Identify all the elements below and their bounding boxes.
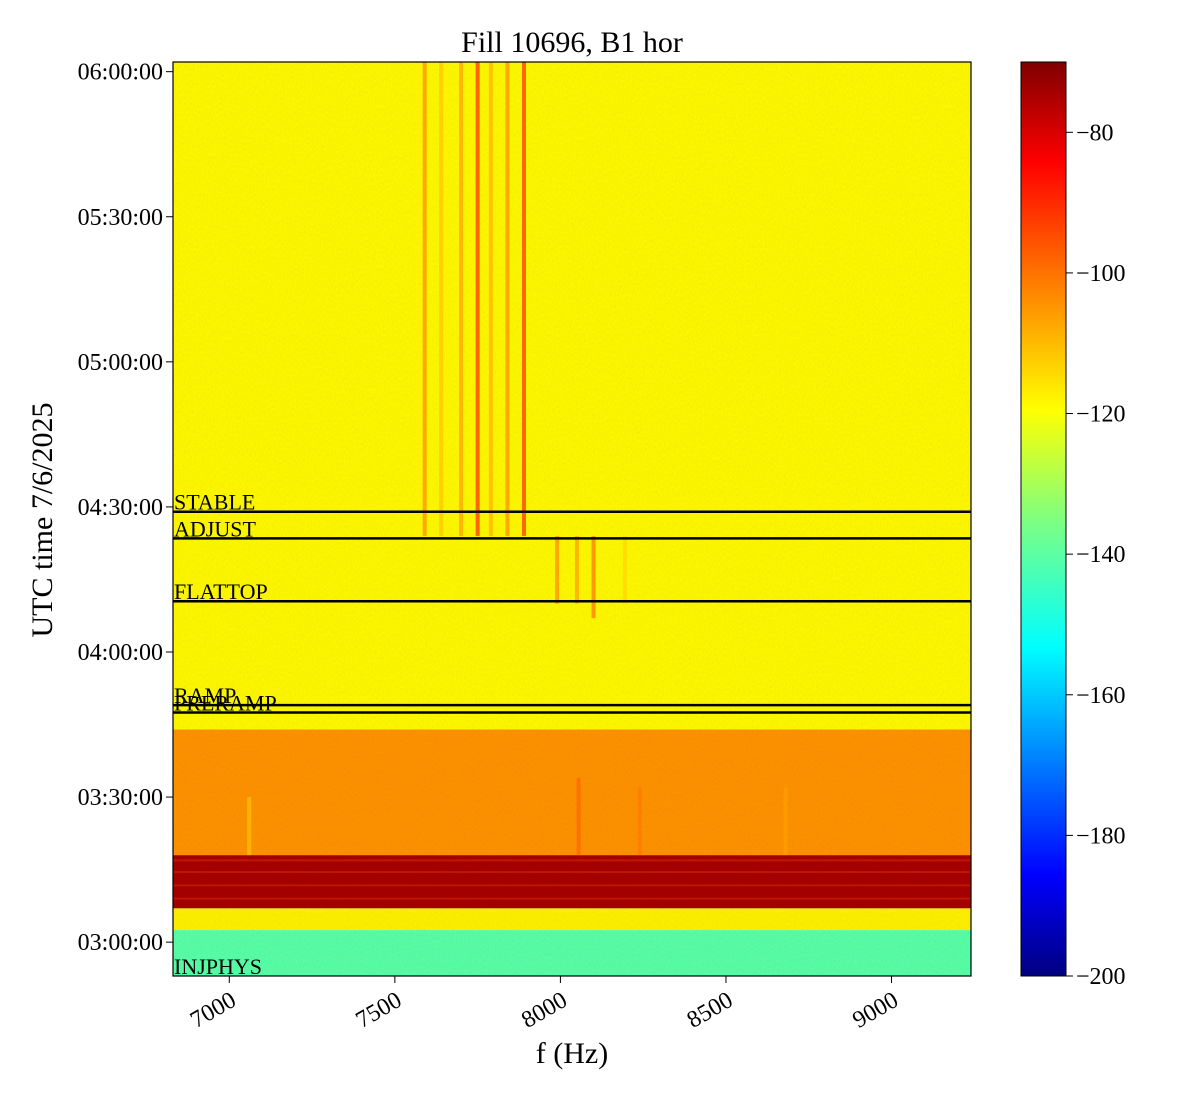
annotation-label: FLATTOP	[174, 579, 268, 604]
spectral-line	[622, 535, 627, 604]
annotation-label: RAMP	[174, 683, 236, 708]
spectral-line	[637, 787, 642, 856]
spectral-line	[505, 62, 510, 536]
noise-texture	[173, 62, 971, 976]
colorbar-tick-label: −180	[1076, 823, 1126, 849]
spectral-line	[247, 797, 252, 856]
y-axis-label: UTC time 7/6/2025	[26, 403, 59, 638]
spectral-line	[521, 62, 526, 536]
colorbar-tick-label: −80	[1076, 120, 1114, 146]
y-tick-label: 04:00:00	[78, 640, 163, 666]
x-tick-label: 9000	[848, 987, 903, 1034]
x-tick-label: 7000	[186, 987, 241, 1034]
annotation-label: INJPHYS	[174, 954, 262, 979]
colorbar-tick-label: −160	[1076, 683, 1126, 709]
chart-title: Fill 10696, B1 hor	[461, 26, 683, 59]
spectral-line	[439, 62, 444, 536]
colorbar-tick-label: −120	[1076, 402, 1126, 428]
x-tick-label: 8000	[517, 987, 572, 1034]
y-tick-label: 03:30:00	[78, 785, 163, 811]
spectral-line	[475, 62, 480, 536]
y-tick-label: 06:00:00	[78, 60, 163, 86]
y-tick-label: 04:30:00	[78, 495, 163, 521]
plot-area	[173, 62, 971, 976]
spectral-line	[574, 535, 579, 604]
spectral-line	[459, 62, 464, 536]
y-tick-label: 05:30:00	[78, 205, 163, 231]
colorbar-tick-label: −100	[1076, 261, 1126, 287]
spectral-line	[576, 777, 581, 856]
annotation-label: STABLE	[174, 490, 255, 515]
colorbar	[1020, 61, 1067, 977]
spectral-line	[783, 787, 788, 856]
x-axis-label: f (Hz)	[536, 1037, 608, 1070]
spectral-line	[488, 62, 493, 536]
y-tick-label: 03:00:00	[78, 930, 163, 956]
x-tick-label: 8500	[683, 987, 738, 1034]
spectral-line	[591, 535, 596, 619]
colorbar-tick-label: −140	[1076, 542, 1126, 568]
annotation-label: ADJUST	[174, 516, 256, 541]
x-tick-label: 7500	[352, 987, 407, 1034]
annotation-label: PRERAMP	[174, 690, 277, 715]
y-tick-label: 05:00:00	[78, 350, 163, 376]
spectral-line	[555, 535, 560, 604]
spectral-line	[422, 62, 427, 536]
plot-frame	[172, 61, 972, 977]
colorbar-tick-label: −200	[1076, 964, 1126, 990]
